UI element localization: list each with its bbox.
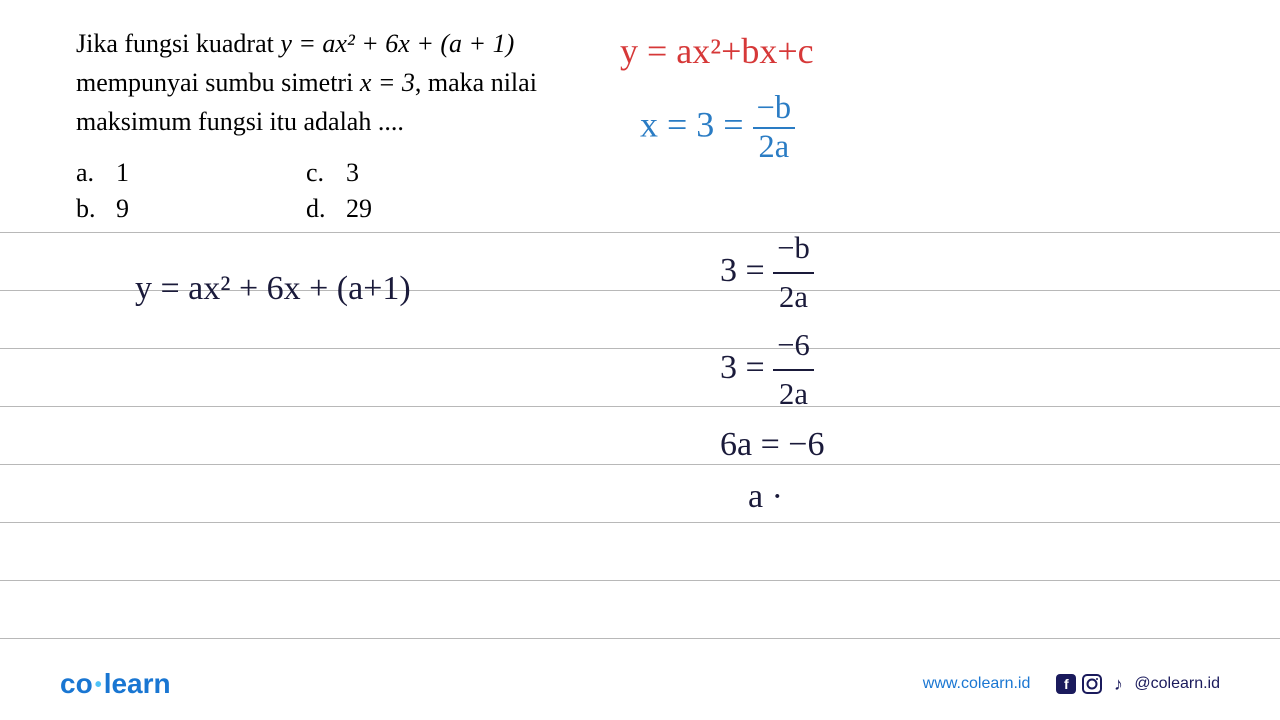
problem-line1-text: Jika fungsi kuadrat bbox=[76, 29, 280, 58]
option-c-value: 3 bbox=[346, 158, 359, 187]
work-l1-frac: −b2a bbox=[773, 225, 814, 322]
work-line-4: a · bbox=[720, 471, 824, 524]
work-line-3: 6a = −6 bbox=[720, 419, 824, 472]
option-a-letter: a. bbox=[76, 158, 116, 188]
work-l2-left: 3 = bbox=[720, 349, 773, 386]
work-l1-num: −b bbox=[773, 225, 814, 274]
option-c-letter: c. bbox=[306, 158, 346, 188]
footer: co•learn www.colearn.id f ♪ @colearn.id bbox=[0, 668, 1280, 700]
problem-line2-post: , maka nilai bbox=[415, 68, 537, 97]
option-c: c.3 bbox=[306, 158, 359, 188]
blue-frac-den: 2a bbox=[753, 129, 795, 166]
work-l2-frac: −62a bbox=[773, 322, 814, 419]
handwriting-work-steps: 3 = −b2a 3 = −62a 6a = −6 a · bbox=[720, 225, 824, 524]
problem-statement: Jika fungsi kuadrat y = ax² + 6x + (a + … bbox=[76, 24, 537, 141]
handwriting-left-equation: y = ax² + 6x + (a+1) bbox=[135, 270, 411, 308]
handwriting-blue-equation: x = 3 = −b2a bbox=[640, 90, 795, 166]
option-a-value: 1 bbox=[116, 158, 129, 187]
problem-line3: maksimum fungsi itu adalah .... bbox=[76, 102, 537, 141]
instagram-icon bbox=[1082, 674, 1102, 694]
ruled-lines bbox=[0, 175, 1280, 639]
work-l2-den: 2a bbox=[773, 371, 814, 418]
tiktok-icon: ♪ bbox=[1108, 674, 1128, 694]
facebook-icon: f bbox=[1056, 674, 1076, 694]
logo-co: co bbox=[60, 668, 93, 699]
option-a: a.1 bbox=[76, 158, 306, 188]
blue-frac-num: −b bbox=[753, 90, 795, 129]
social-links: f ♪ @colearn.id bbox=[1056, 674, 1220, 694]
social-handle: @colearn.id bbox=[1134, 675, 1220, 693]
handwriting-red-formula: y = ax²+bx+c bbox=[620, 30, 814, 72]
option-d-value: 29 bbox=[346, 194, 372, 223]
website-url: www.colearn.id bbox=[923, 675, 1031, 693]
problem-line1-eq: y = ax² + 6x + (a + 1) bbox=[280, 29, 514, 58]
work-line-2: 3 = −62a bbox=[720, 322, 824, 419]
option-b-value: 9 bbox=[116, 194, 129, 223]
option-d: d.29 bbox=[306, 194, 372, 224]
work-l2-num: −6 bbox=[773, 322, 814, 371]
blue-left: x = 3 = bbox=[640, 104, 753, 144]
work-l1-den: 2a bbox=[773, 274, 814, 321]
work-line-1: 3 = −b2a bbox=[720, 225, 824, 322]
problem-line2-text: mempunyai sumbu simetri bbox=[76, 68, 360, 97]
option-b: b.9 bbox=[76, 194, 306, 224]
footer-right: www.colearn.id f ♪ @colearn.id bbox=[923, 674, 1220, 694]
logo-learn: learn bbox=[104, 668, 171, 699]
logo-dot-icon: • bbox=[95, 674, 102, 696]
option-d-letter: d. bbox=[306, 194, 346, 224]
option-b-letter: b. bbox=[76, 194, 116, 224]
blue-fraction: −b2a bbox=[753, 90, 795, 166]
problem-line2-eq: x = 3 bbox=[360, 68, 415, 97]
answer-options: a.1 c.3 b.9 d.29 bbox=[76, 158, 372, 230]
work-l1-left: 3 = bbox=[720, 252, 773, 289]
colearn-logo: co•learn bbox=[60, 668, 171, 700]
